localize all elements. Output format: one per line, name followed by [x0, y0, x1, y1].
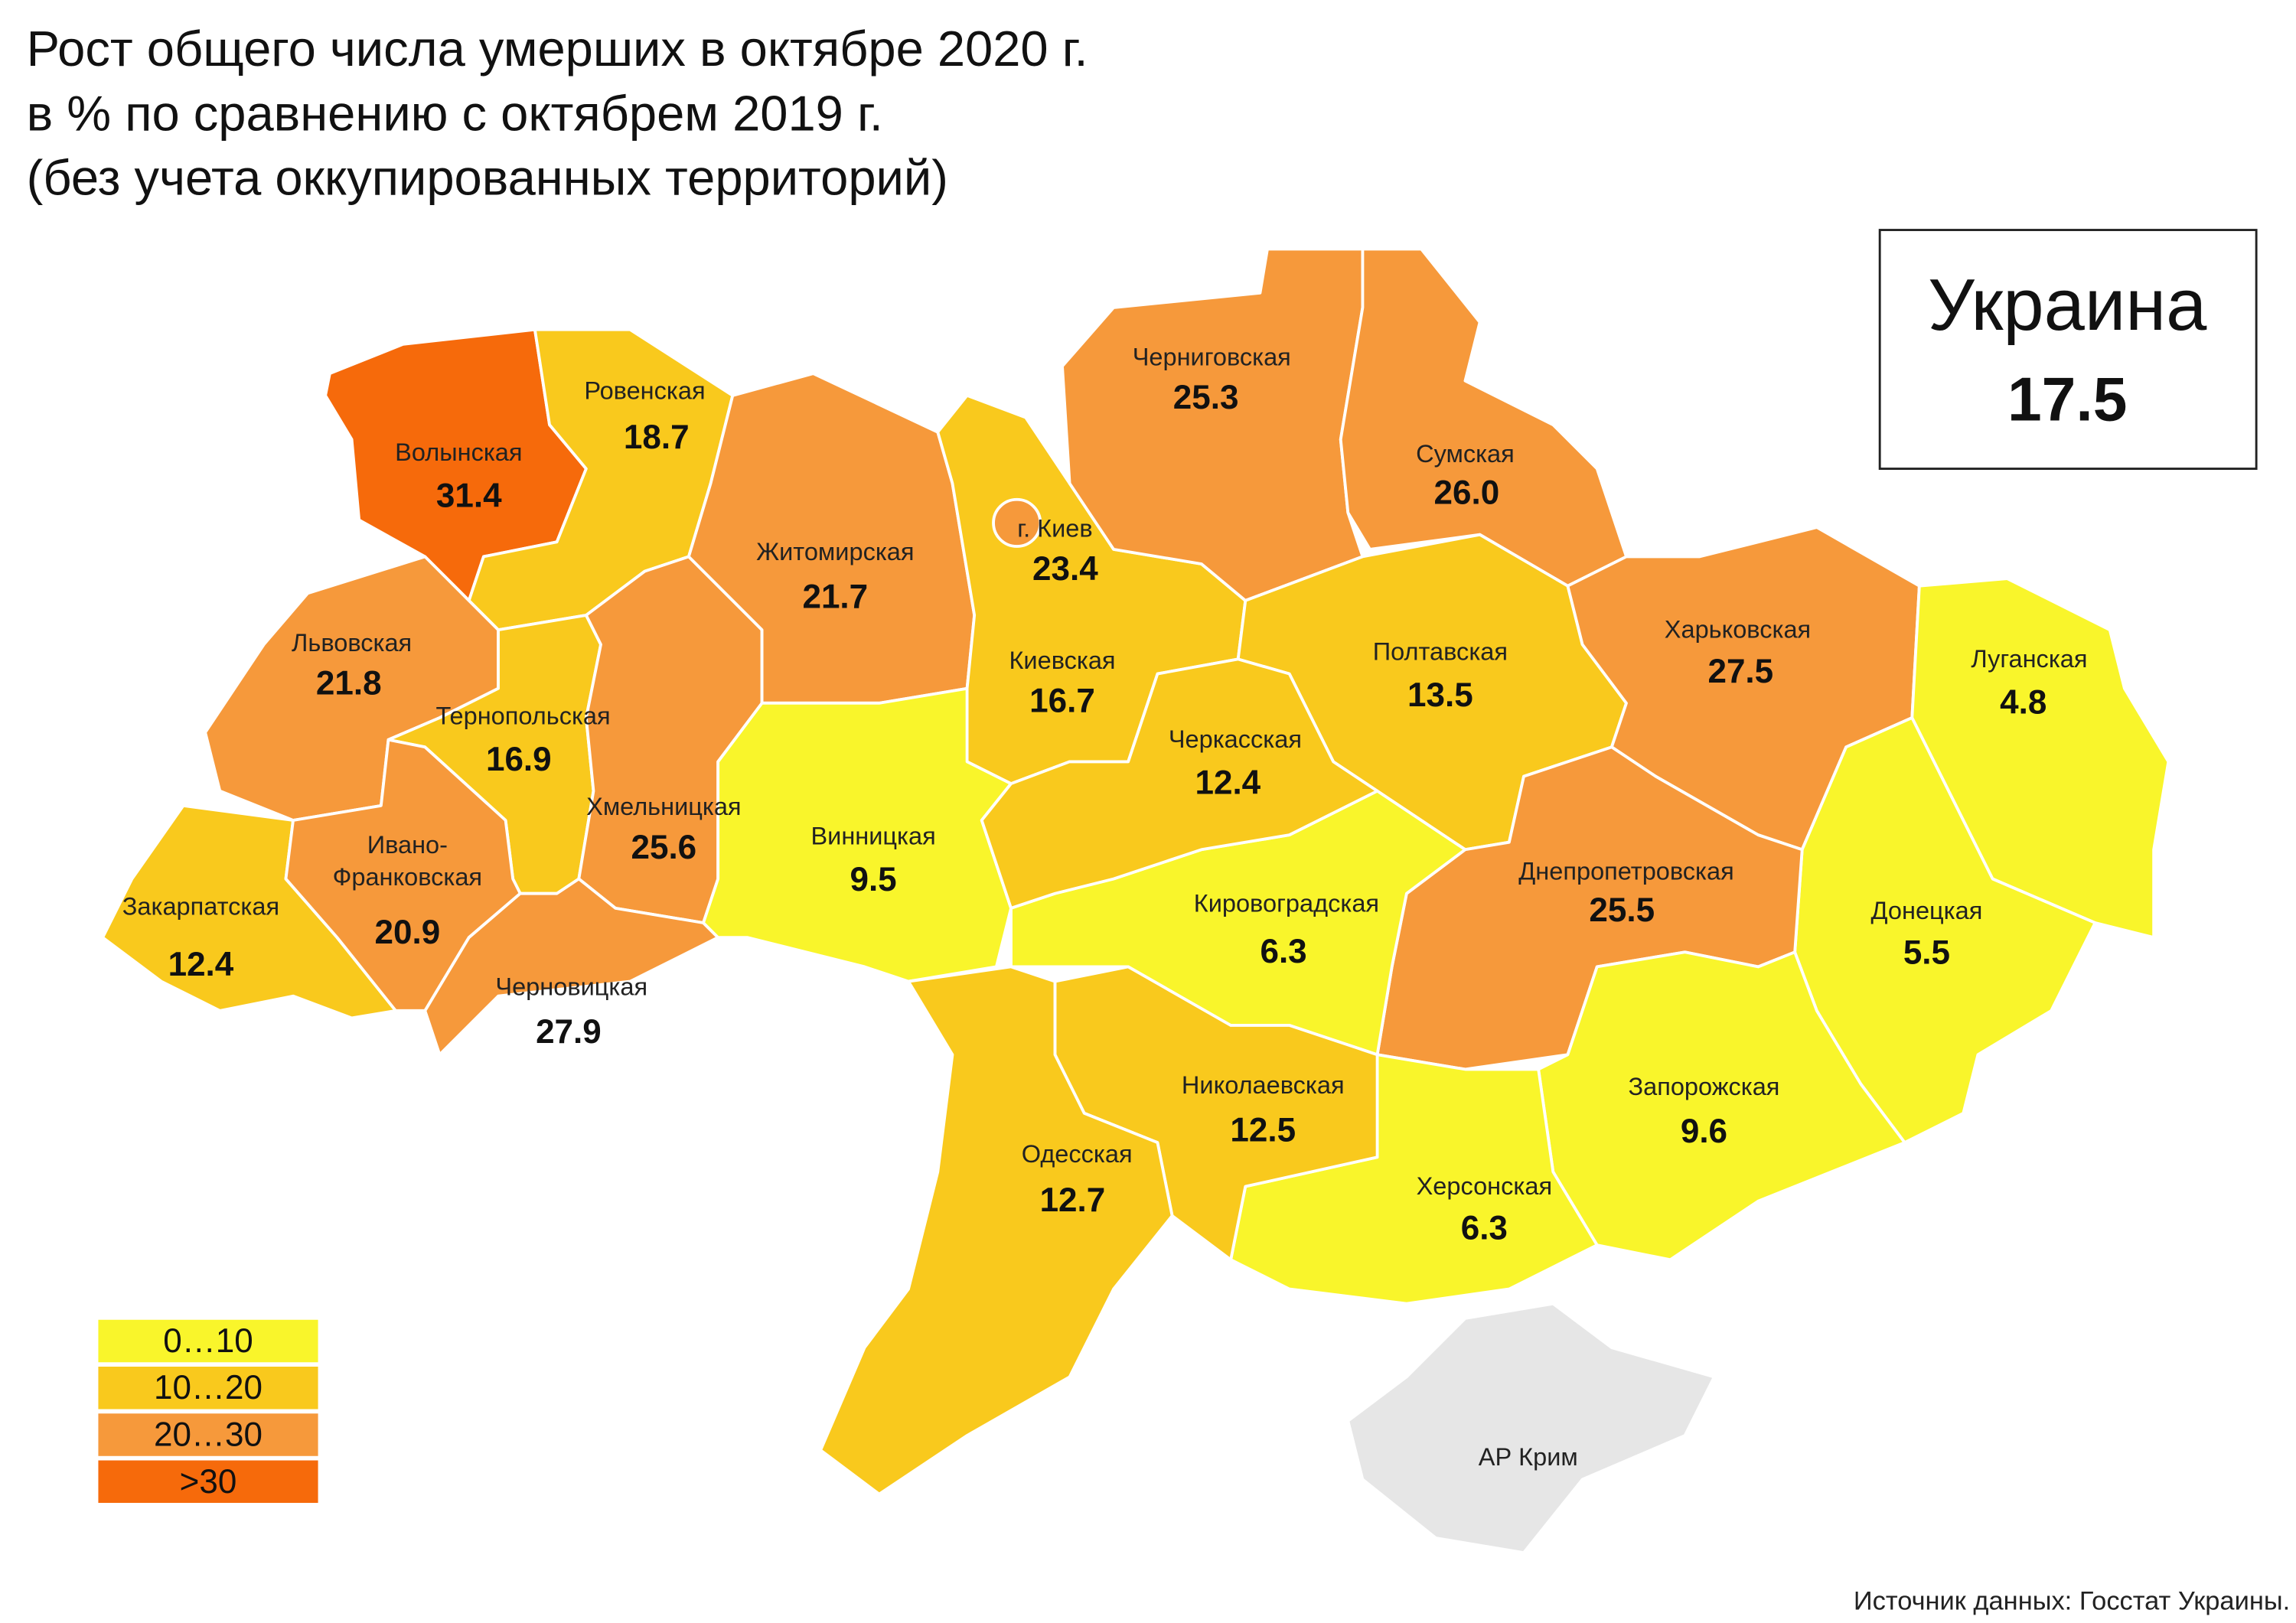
crimea-region: [1346, 1302, 1716, 1555]
region-name: Сумская: [1416, 440, 1515, 468]
region-name: Черновицкая: [495, 973, 647, 1001]
region-name: Луганская: [1971, 645, 2087, 673]
region: [423, 877, 720, 1057]
region-name: Херсонская: [1417, 1172, 1553, 1200]
region-value: 21.7: [802, 578, 868, 616]
source: Источник данных: Госстат Украины.: [1854, 1586, 2290, 1615]
crimea-name: АР Крим: [1479, 1443, 1578, 1471]
region-value: 6.3: [1260, 933, 1306, 970]
region-value: 12.7: [1040, 1181, 1106, 1219]
region-name: Кировоградская: [1194, 890, 1379, 917]
region-value: 5.5: [1903, 934, 1950, 972]
region-value: 27.5: [1707, 653, 1773, 690]
city-region: [992, 497, 1042, 548]
legend: 0…10 10…20 20…30 >30: [98, 1319, 318, 1504]
region-name: Хмельницкая: [586, 793, 741, 820]
region-value: 16.7: [1029, 682, 1095, 719]
region-name: Черниговская: [1133, 344, 1291, 371]
region-value: 23.4: [1032, 550, 1098, 588]
labels: АР Крим Волынская 31.4 Ровенская 18.7 Львовск…: [122, 344, 2088, 1471]
region-name: Житомирская: [756, 538, 914, 565]
total-name: Украина: [1928, 264, 2207, 346]
region-name: Ивано-: [367, 831, 448, 859]
region-name: Запорожская: [1628, 1073, 1779, 1100]
region-name: Одесская: [1022, 1140, 1133, 1168]
legend-label: >30: [180, 1463, 237, 1501]
total-value: 17.5: [2007, 366, 2127, 435]
region-value: 25.3: [1173, 379, 1239, 416]
region-name: Винницкая: [810, 823, 935, 850]
region-value: 12.5: [1230, 1111, 1296, 1149]
region-name: Волынская: [395, 438, 522, 466]
region: [980, 657, 1379, 910]
region-name: Харьковская: [1665, 616, 1811, 644]
legend-label: 20…30: [154, 1416, 263, 1454]
region-value: 9.6: [1681, 1113, 1727, 1150]
region-name: Ровенская: [584, 377, 705, 405]
legend-swatch: [98, 1367, 318, 1410]
region-name: Тернопольская: [435, 702, 610, 730]
region-name: Днепропетровская: [1518, 857, 1733, 885]
region-value: 16.9: [486, 741, 552, 778]
legend-swatch: [98, 1413, 318, 1456]
region-value: 12.4: [168, 946, 234, 983]
region-value: 4.8: [2000, 683, 2047, 721]
legend-label: 0…10: [163, 1322, 253, 1360]
region-name: г. Киев: [1017, 515, 1092, 543]
region-name: Черкасская: [1169, 725, 1302, 753]
legend-label: 10…20: [154, 1369, 263, 1406]
legend-swatch: [98, 1319, 318, 1363]
regions: [101, 247, 2170, 1555]
legend-swatch: [98, 1460, 318, 1504]
region-value: 21.8: [316, 664, 382, 702]
title-line: (без учета оккупированных территорий): [27, 150, 948, 206]
region-value: 25.6: [631, 829, 697, 866]
region-name: Николаевская: [1182, 1071, 1345, 1099]
region-value: 26.0: [1434, 474, 1500, 512]
region-value: 27.9: [536, 1013, 602, 1051]
region-value: 6.3: [1461, 1210, 1508, 1247]
region-value: 18.7: [624, 419, 690, 456]
total-box: [1878, 229, 2258, 470]
region-value: 13.5: [1407, 676, 1473, 714]
region: [819, 965, 1174, 1496]
title-line: в % по сравнению с октябрем 2019 г.: [27, 85, 883, 141]
region-name: Донецкая: [1871, 897, 1983, 924]
region-value: 31.4: [436, 477, 502, 514]
region-value: 25.5: [1589, 891, 1655, 929]
region-name: Львовская: [292, 629, 412, 657]
region-value: 12.4: [1195, 764, 1261, 802]
region-name: Киевская: [1009, 647, 1115, 674]
title-line: Рост общего числа умерших в октябре 2020…: [27, 21, 1088, 77]
region-name: Франковская: [333, 863, 482, 891]
region-name: Полтавская: [1373, 637, 1508, 665]
region-value: 9.5: [850, 861, 896, 898]
region-name: Закарпатская: [122, 892, 279, 920]
region-value: 20.9: [375, 914, 441, 951]
